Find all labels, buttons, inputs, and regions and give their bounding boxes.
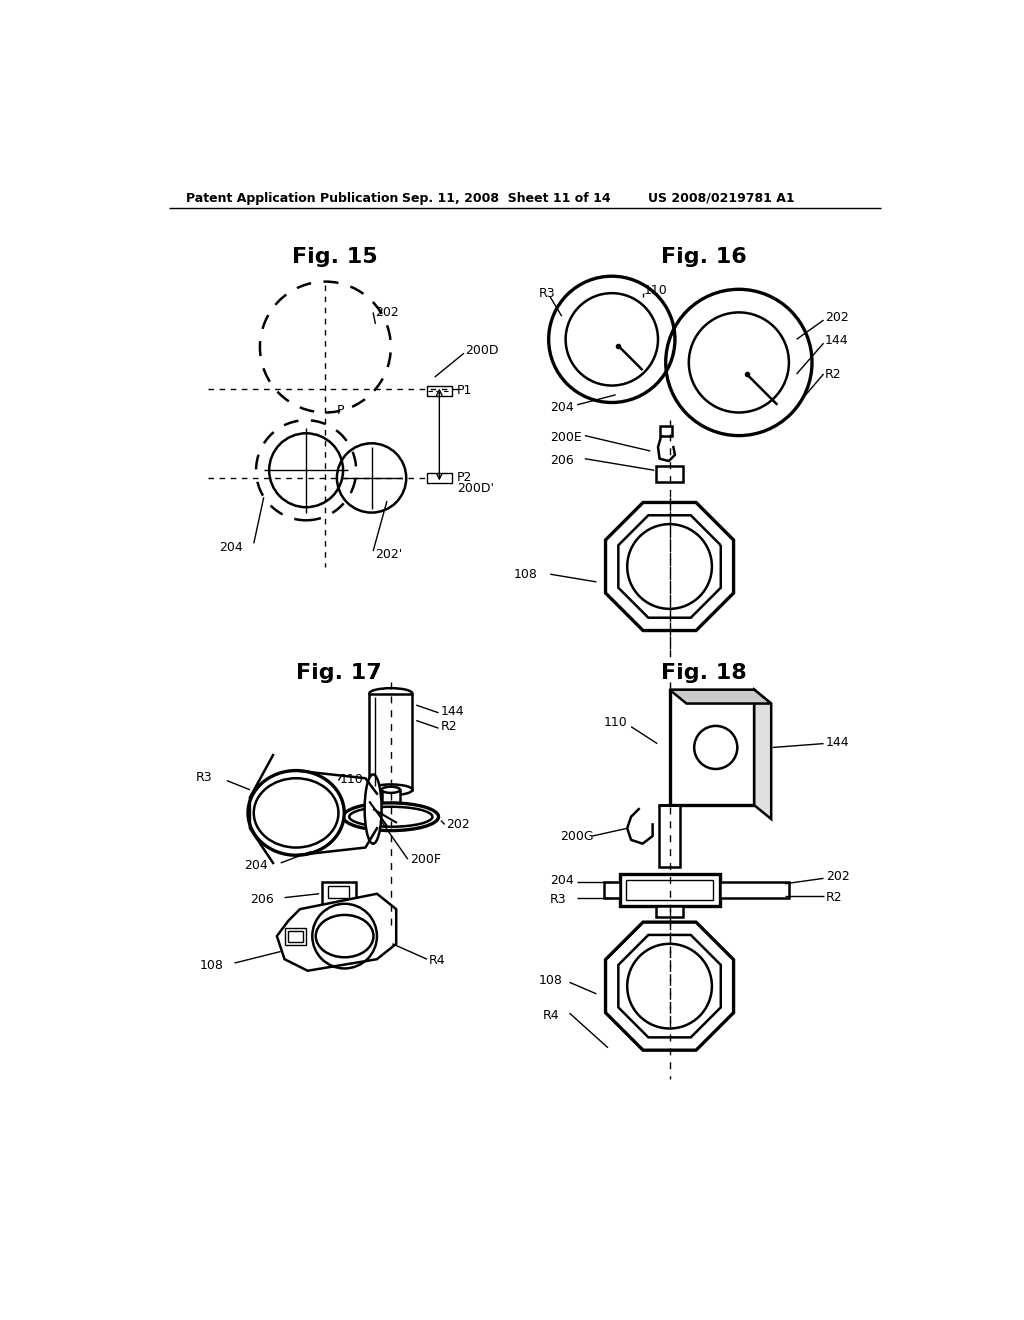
Ellipse shape xyxy=(349,807,432,826)
Text: P1: P1 xyxy=(457,384,472,397)
Bar xyxy=(659,425,672,437)
Text: 110: 110 xyxy=(644,284,668,297)
Text: 108: 108 xyxy=(539,974,562,987)
Text: R3: R3 xyxy=(196,771,213,784)
Ellipse shape xyxy=(370,688,413,700)
Ellipse shape xyxy=(343,803,438,830)
Text: R3: R3 xyxy=(539,288,555,301)
Bar xyxy=(288,932,303,942)
Text: 108: 108 xyxy=(200,958,223,972)
Text: 202': 202' xyxy=(375,548,401,561)
Text: 204: 204 xyxy=(550,874,574,887)
Text: 202: 202 xyxy=(375,306,398,319)
Text: R4: R4 xyxy=(543,1008,559,1022)
Bar xyxy=(328,886,349,899)
Bar xyxy=(285,928,306,945)
Text: US 2008/0219781 A1: US 2008/0219781 A1 xyxy=(648,191,795,205)
Bar xyxy=(626,880,714,900)
Text: 110: 110 xyxy=(340,772,364,785)
Text: 200D': 200D' xyxy=(457,482,494,495)
Text: 200D: 200D xyxy=(466,345,499,358)
Text: 204: 204 xyxy=(245,859,268,871)
Bar xyxy=(720,882,788,898)
Text: 202: 202 xyxy=(446,818,470,832)
Text: Sep. 11, 2008  Sheet 11 of 14: Sep. 11, 2008 Sheet 11 of 14 xyxy=(401,191,610,205)
Bar xyxy=(658,805,680,867)
Bar xyxy=(427,473,452,483)
Text: 206: 206 xyxy=(550,454,574,467)
Text: R2: R2 xyxy=(825,367,842,380)
Text: 204: 204 xyxy=(550,400,574,413)
Text: 206: 206 xyxy=(250,894,273,907)
Text: 144: 144 xyxy=(826,735,850,748)
Bar xyxy=(382,789,400,809)
Text: 202: 202 xyxy=(825,312,849,325)
Bar xyxy=(370,693,413,789)
Text: 110: 110 xyxy=(604,717,628,730)
Text: R2: R2 xyxy=(826,891,843,904)
Polygon shape xyxy=(670,689,771,704)
Bar xyxy=(620,874,720,906)
Text: R2: R2 xyxy=(441,721,458,733)
Bar xyxy=(427,385,452,396)
Ellipse shape xyxy=(365,775,382,843)
Bar xyxy=(670,689,755,805)
Text: R3: R3 xyxy=(550,894,567,907)
Text: R4: R4 xyxy=(429,954,445,968)
Bar xyxy=(655,466,683,482)
Text: 204: 204 xyxy=(219,541,243,554)
Ellipse shape xyxy=(382,787,400,793)
Text: 200G: 200G xyxy=(560,829,594,842)
Text: 144: 144 xyxy=(441,705,465,718)
Text: 108: 108 xyxy=(514,568,538,581)
Text: 200E: 200E xyxy=(550,430,582,444)
Text: Fig. 15: Fig. 15 xyxy=(292,247,378,267)
Bar xyxy=(655,906,683,917)
Polygon shape xyxy=(276,894,396,970)
Bar xyxy=(604,882,620,898)
Text: P2: P2 xyxy=(457,471,472,484)
Text: Fig. 17: Fig. 17 xyxy=(296,663,381,682)
Text: Fig. 16: Fig. 16 xyxy=(662,247,748,267)
Text: Fig. 18: Fig. 18 xyxy=(662,663,748,682)
Ellipse shape xyxy=(382,807,400,812)
Text: P: P xyxy=(337,404,344,417)
Polygon shape xyxy=(755,689,771,818)
Bar xyxy=(322,882,356,904)
Text: 202: 202 xyxy=(826,870,850,883)
Ellipse shape xyxy=(370,784,413,795)
Ellipse shape xyxy=(248,771,344,855)
Ellipse shape xyxy=(254,779,339,847)
Text: 144: 144 xyxy=(825,334,849,347)
Text: Patent Application Publication: Patent Application Publication xyxy=(186,191,398,205)
Text: 200F: 200F xyxy=(410,853,441,866)
